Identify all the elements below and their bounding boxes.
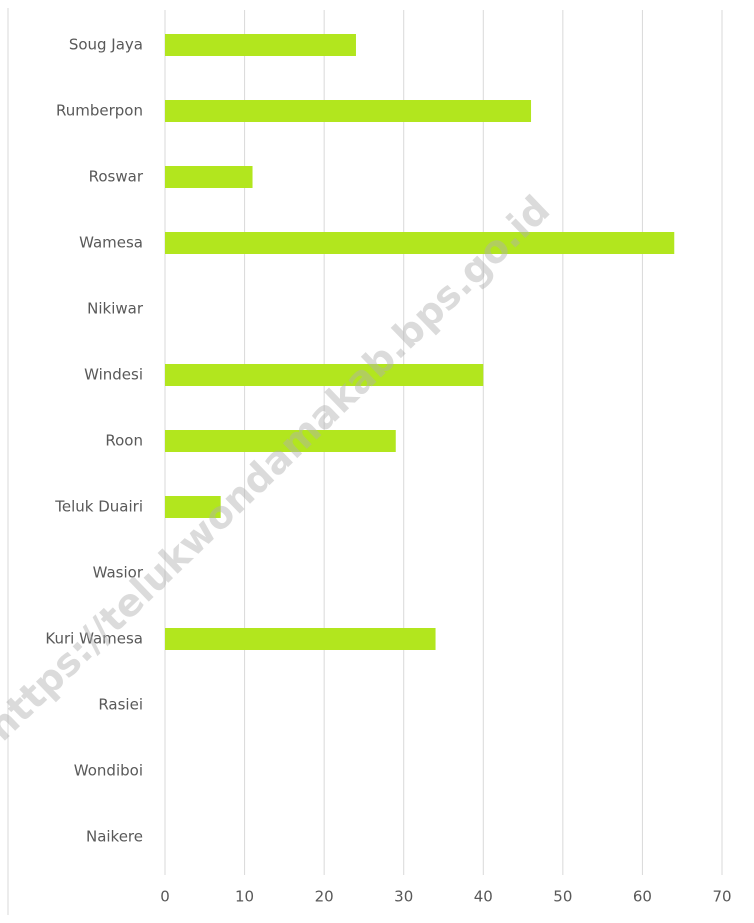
x-tick-label: 30 [394,888,413,906]
y-tick-label: Wasior [93,564,144,582]
x-tick-label: 40 [474,888,493,906]
y-tick-label: Rasiei [98,696,143,714]
bar [165,430,396,452]
x-tick-label: 10 [235,888,254,906]
x-tick-label: 20 [315,888,334,906]
y-tick-label: Roon [105,432,143,450]
bar [165,496,221,518]
y-tick-label: Rumberpon [56,102,143,120]
bar [165,364,484,386]
x-tick-label: 0 [160,888,170,906]
y-tick-label: Windesi [84,366,143,384]
x-tick-label: 50 [553,888,572,906]
y-tick-label: Kuri Wamesa [45,630,143,648]
x-tick-label: 70 [712,888,731,906]
y-tick-label: Teluk Duairi [54,498,143,516]
y-tick-label: Naikere [86,828,143,846]
bar [165,166,253,188]
bar [165,100,532,122]
y-tick-label: Wamesa [79,234,143,252]
watermark: https://telukwondamakab.bps.go.id [0,187,558,749]
y-tick-label: Nikiwar [87,300,144,318]
y-tick-label: Wondiboi [74,762,143,780]
bar [165,232,675,254]
bar [165,628,436,650]
bar [165,34,356,56]
y-tick-label: Soug Jaya [69,36,143,54]
x-tick-label: 60 [633,888,652,906]
y-tick-label: Roswar [89,168,144,186]
